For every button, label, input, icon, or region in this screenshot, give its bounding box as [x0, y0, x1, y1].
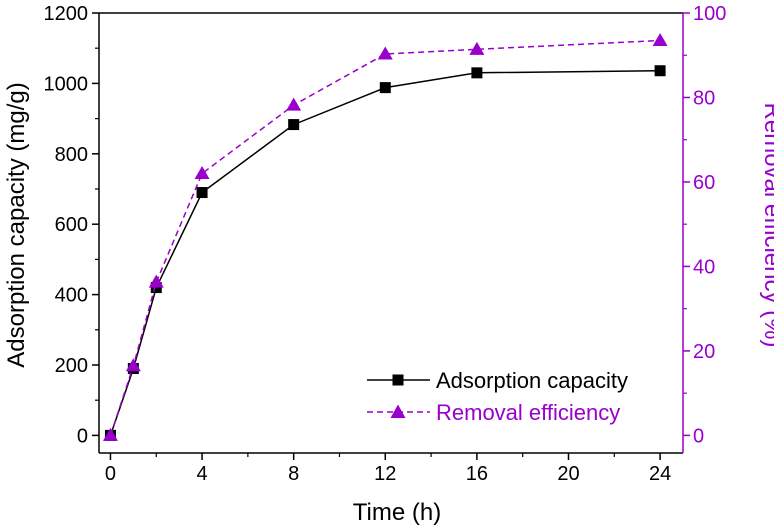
x-axis-title: Time (h) [353, 499, 441, 526]
data-point-adsorption-capacity [196, 187, 208, 199]
y2-tick-label: 20 [693, 341, 715, 363]
y2-tick-label: 40 [693, 256, 715, 278]
legend-label-removal-efficiency: Removal efficiency [436, 400, 620, 425]
series [102, 32, 668, 441]
legend-marker-adsorption-capacity [392, 374, 404, 386]
data-point-adsorption-capacity [654, 65, 666, 77]
axes [98, 12, 684, 454]
y-tick-label: 800 [55, 144, 88, 166]
y2-tick-label: 60 [693, 172, 715, 194]
y-tick-label: 600 [55, 214, 88, 236]
data-point-adsorption-capacity [379, 82, 391, 94]
x-tick-label: 4 [196, 463, 207, 485]
ticks: 0 4 8 12 16 20 24 0 200 400 600 800 1000 1200 0 20 40 60 8… [44, 3, 727, 485]
y-tick-label: 1200 [44, 3, 89, 25]
y2-tick-label: 0 [693, 425, 704, 447]
y2-axis-title: Removal efficiency (%) [759, 103, 774, 348]
data-point-removal-efficiency [148, 274, 164, 288]
y-tick-label: 0 [77, 425, 88, 447]
x-tick-label: 12 [374, 463, 396, 485]
data-point-removal-efficiency [286, 97, 302, 111]
legend-label-adsorption-capacity: Adsorption capacity [436, 368, 628, 393]
data-point-removal-efficiency [125, 358, 141, 372]
data-point-removal-efficiency [377, 46, 393, 60]
x-tick-label: 24 [649, 463, 671, 485]
y-tick-label: 1000 [44, 73, 89, 95]
data-point-adsorption-capacity [288, 119, 300, 131]
data-point-removal-efficiency [652, 32, 668, 46]
data-point-adsorption-capacity [471, 67, 483, 79]
x-tick-label: 8 [288, 463, 299, 485]
x-tick-label: 20 [557, 463, 579, 485]
x-tick-label: 16 [466, 463, 488, 485]
data-point-removal-efficiency [469, 41, 485, 55]
y-tick-label: 400 [55, 285, 88, 307]
data-point-removal-efficiency [102, 427, 118, 441]
y-axis-title: Adsorption capacity (mg/g) [3, 82, 30, 367]
legend-marker-removal-efficiency [390, 404, 406, 418]
x-tick-label: 0 [105, 463, 116, 485]
legend: Adsorption capacity Removal efficiency [367, 368, 628, 425]
y2-tick-label: 100 [693, 3, 726, 25]
series-line-adsorption-capacity [109, 69, 661, 436]
y-tick-label: 200 [55, 355, 88, 377]
y2-tick-label: 80 [693, 87, 715, 109]
series-line-removal-efficiency [109, 39, 661, 436]
data-point-removal-efficiency [194, 166, 210, 180]
